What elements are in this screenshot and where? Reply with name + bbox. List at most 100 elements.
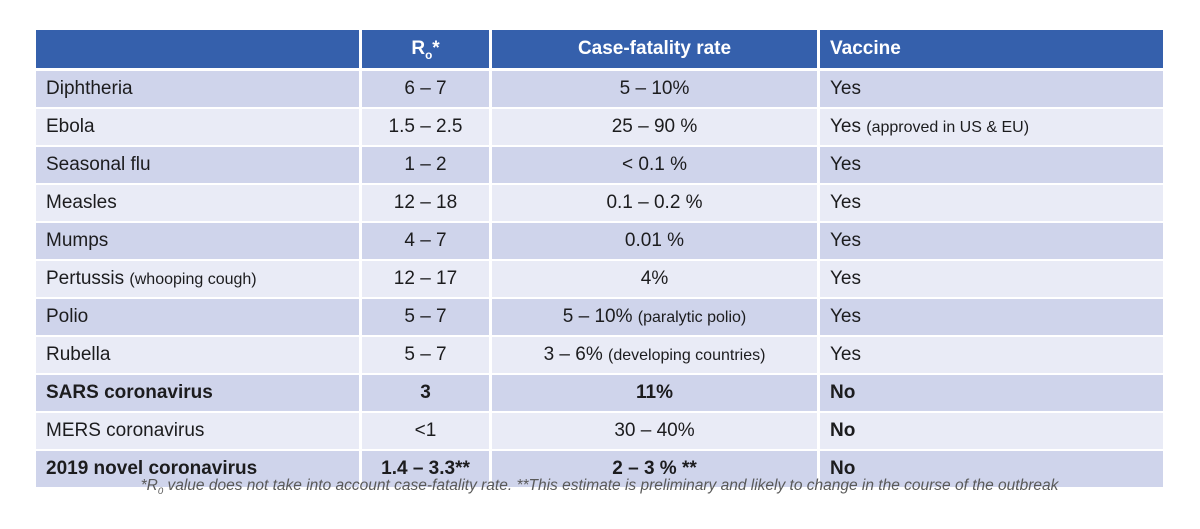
cell-disease: Seasonal flu xyxy=(36,147,362,185)
disease-name: Seasonal flu xyxy=(46,154,151,175)
r0-value: <1 xyxy=(414,420,437,441)
cell-disease: Pertussis (whooping cough) xyxy=(36,261,362,299)
footnote-text: value does not take into account case-fa… xyxy=(163,477,1059,494)
cfr-value: 3 – 6% xyxy=(543,344,603,365)
cfr-value: 0.1 – 0.2 % xyxy=(606,192,703,213)
header-vaccine: Vaccine xyxy=(820,30,1163,71)
cell-r0: 1.4 – 3.3** xyxy=(362,451,492,489)
disease-name: Mumps xyxy=(46,230,109,251)
footnote-r0-subscript: 0 xyxy=(157,486,164,498)
row-sars-coronavirus: SARS coronavirus 3 11% No xyxy=(36,375,1163,413)
cell-disease: Rubella xyxy=(36,337,362,375)
disease-name: Rubella xyxy=(46,344,111,365)
cell-vaccine: No xyxy=(820,413,1163,451)
cell-disease: SARS coronavirus xyxy=(36,375,362,413)
cell-cfr: 4% xyxy=(492,261,820,299)
cell-disease: Ebola xyxy=(36,109,362,147)
cell-r0: 5 – 7 xyxy=(362,337,492,375)
r0-value: 5 – 7 xyxy=(404,306,447,327)
row-mers-coronavirus: MERS coronavirus <1 30 – 40% No xyxy=(36,413,1163,451)
row-ebola: Ebola 1.5 – 2.5 25 – 90 % Yes (approved … xyxy=(36,109,1163,147)
cell-vaccine: No xyxy=(820,375,1163,413)
cell-vaccine: No xyxy=(820,451,1163,489)
header-cfr-label: Case-fatality rate xyxy=(577,38,732,59)
cell-vaccine: Yes xyxy=(820,223,1163,261)
cfr-value: 11% xyxy=(636,382,673,403)
cell-cfr: 5 – 10% xyxy=(492,71,820,109)
cell-cfr: 0.01 % xyxy=(492,223,820,261)
r0-value: 1 – 2 xyxy=(404,154,447,175)
cfr-value: 5 – 10% xyxy=(562,306,633,327)
cell-cfr: 2 – 3 % ** xyxy=(492,451,820,489)
vaccine-value: Yes xyxy=(830,230,861,251)
cell-vaccine: Yes (approved in US & EU) xyxy=(820,109,1163,147)
cfr-value: 5 – 10% xyxy=(619,78,690,99)
cell-r0: 5 – 7 xyxy=(362,299,492,337)
header-disease xyxy=(36,30,362,71)
footnote: *R0 value does not take into account cas… xyxy=(36,477,1163,498)
cell-r0: 6 – 7 xyxy=(362,71,492,109)
cell-vaccine: Yes xyxy=(820,71,1163,109)
cell-disease: Measles xyxy=(36,185,362,223)
cfr-value: 25 – 90 % xyxy=(611,116,698,137)
cell-cfr: 30 – 40% xyxy=(492,413,820,451)
cell-disease: Diphtheria xyxy=(36,71,362,109)
cell-cfr: < 0.1 % xyxy=(492,147,820,185)
row-pertussis: Pertussis (whooping cough) 12 – 17 4% Ye… xyxy=(36,261,1163,299)
vaccine-value: Yes xyxy=(830,192,861,213)
cell-disease: Mumps xyxy=(36,223,362,261)
cell-vaccine: Yes xyxy=(820,185,1163,223)
disease-name-note: (whooping cough) xyxy=(129,271,257,288)
row-seasonal-flu: Seasonal flu 1 – 2 < 0.1 % Yes xyxy=(36,147,1163,185)
row-diphtheria: Diphtheria 6 – 7 5 – 10% Yes xyxy=(36,71,1163,109)
cfr-note: (paralytic polio) xyxy=(637,309,747,326)
cfr-value: 0.01 % xyxy=(624,230,685,251)
disease-name: Pertussis xyxy=(46,268,125,289)
cfr-value: 30 – 40% xyxy=(614,420,695,441)
cell-r0: <1 xyxy=(362,413,492,451)
disease-name: Ebola xyxy=(46,116,95,137)
cell-disease: MERS coronavirus xyxy=(36,413,362,451)
disease-name: MERS coronavirus xyxy=(46,420,205,441)
header-r0-asterisk: * xyxy=(432,38,440,59)
vaccine-value: Yes xyxy=(830,268,861,289)
row-mumps: Mumps 4 – 7 0.01 % Yes xyxy=(36,223,1163,261)
disease-name: SARS coronavirus xyxy=(46,382,213,403)
header-row: Ro* Case-fatality rate Vaccine xyxy=(36,30,1163,71)
r0-value: 4 – 7 xyxy=(404,230,447,251)
cell-cfr: 0.1 – 0.2 % xyxy=(492,185,820,223)
disease-name: Measles xyxy=(46,192,117,213)
r0-value: 12 – 18 xyxy=(393,192,458,213)
vaccine-value: Yes xyxy=(830,154,861,175)
vaccine-value: No xyxy=(830,420,856,441)
cell-vaccine: Yes xyxy=(820,147,1163,185)
vaccine-value: Yes xyxy=(830,344,861,365)
cfr-value: 4% xyxy=(640,268,669,289)
vaccine-value: No xyxy=(830,382,856,403)
disease-name: Diphtheria xyxy=(46,78,133,99)
vaccine-note: (approved in US & EU) xyxy=(866,119,1030,136)
cell-r0: 3 xyxy=(362,375,492,413)
cell-r0: 1 – 2 xyxy=(362,147,492,185)
cell-disease: Polio xyxy=(36,299,362,337)
cell-r0: 4 – 7 xyxy=(362,223,492,261)
header-vaccine-label: Vaccine xyxy=(830,38,901,59)
vaccine-value: Yes xyxy=(830,78,861,99)
vaccine-value: Yes xyxy=(830,116,861,137)
cell-cfr: 11% xyxy=(492,375,820,413)
r0-value: 1.4 – 3.3** xyxy=(381,458,470,479)
cell-disease: 2019 novel coronavirus xyxy=(36,451,362,489)
header-r0-base: R xyxy=(411,38,426,59)
r0-value: 6 – 7 xyxy=(404,78,447,99)
cell-r0: 12 – 18 xyxy=(362,185,492,223)
vaccine-value: No xyxy=(830,458,856,479)
row-2019-novel-coronavirus: 2019 novel coronavirus 1.4 – 3.3** 2 – 3… xyxy=(36,451,1163,489)
disease-name: Polio xyxy=(46,306,89,327)
cell-cfr: 25 – 90 % xyxy=(492,109,820,147)
r0-value: 3 xyxy=(420,382,431,403)
cell-vaccine: Yes xyxy=(820,337,1163,375)
cfr-value: < 0.1 % xyxy=(622,154,687,175)
header-case-fatality-rate: Case-fatality rate xyxy=(492,30,820,71)
cell-vaccine: Yes xyxy=(820,299,1163,337)
disease-name: 2019 novel coronavirus xyxy=(46,458,258,479)
